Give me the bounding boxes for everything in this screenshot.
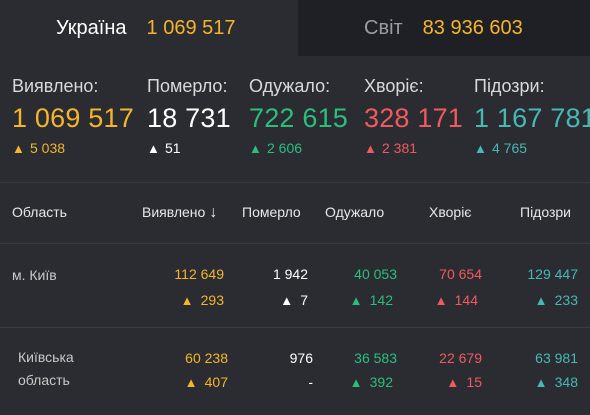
stat-recovered: Одужало: 722 615 ▲ 2 606: [249, 76, 348, 156]
row-detected-delta-value: 407: [204, 374, 228, 390]
arrow-up-icon: ▲: [434, 292, 448, 308]
summary-stats: Виявлено: 1 069 517 ▲ 5 038 Померло: 18 7…: [0, 76, 590, 166]
stat-suspected-delta: ▲ 4 765: [474, 140, 590, 156]
col-header-suspected[interactable]: Підозри: [520, 204, 571, 220]
stat-suspected-delta-value: 4 765: [492, 140, 528, 156]
col-header-detected[interactable]: Виявлено ↓: [142, 204, 217, 222]
row-sick-delta-value: 15: [466, 374, 482, 390]
row-recovered: 40 053: [354, 266, 397, 282]
row-died: 1 942: [272, 266, 308, 282]
stat-suspected-label: Підозри:: [474, 76, 545, 96]
stat-sick-delta-value: 2 381: [382, 140, 418, 156]
row-suspected-delta-value: 233: [554, 292, 578, 308]
row-sick-delta: ▲ 15: [446, 374, 482, 390]
row-died-delta-value: 7: [300, 292, 308, 308]
row-suspected-delta: ▲ 233: [535, 292, 578, 308]
row-region: м. Київ: [12, 267, 57, 283]
row-detected-delta-value: 293: [200, 292, 224, 308]
stat-sick-delta: ▲ 2 381: [364, 140, 463, 156]
tab-ukraine-label: Україна: [56, 16, 127, 39]
row-sick: 22 679: [439, 350, 482, 366]
arrow-up-icon: ▲: [446, 374, 460, 390]
sort-down-icon: ↓: [209, 204, 218, 221]
stat-detected-delta: ▲ 5 038: [12, 140, 134, 156]
row-sick-delta-value: 144: [454, 292, 478, 308]
arrow-up-icon: ▲: [249, 140, 262, 156]
arrow-up-icon: ▲: [534, 374, 548, 390]
col-header-detected-label: Виявлено: [142, 204, 206, 220]
tab-ukraine-value: 1 069 517: [146, 16, 236, 39]
tab-ukraine[interactable]: Україна 1 069 517: [0, 0, 298, 56]
stat-sick-label: Хворіє:: [364, 76, 424, 96]
stat-died-value: 18 731: [147, 103, 231, 133]
arrow-up-icon: ▲: [349, 374, 363, 390]
table-row[interactable]: Київська область 60 238 ▲ 407 976 - 36 58…: [0, 348, 590, 408]
row-detected: 112 649: [174, 266, 224, 282]
stat-recovered-value: 722 615: [249, 103, 348, 133]
row-recovered-delta-value: 142: [369, 292, 393, 308]
col-header-recovered[interactable]: Одужало: [325, 204, 385, 220]
arrow-up-icon: ▲: [12, 140, 25, 156]
arrow-up-icon: ▲: [184, 374, 198, 390]
tab-world[interactable]: Світ 83 936 603: [298, 0, 590, 56]
row-sick: 70 654: [439, 266, 482, 282]
divider: [0, 182, 590, 183]
row-suspected-delta-value: 348: [554, 374, 578, 390]
row-died-delta: ▲ 7: [280, 292, 308, 308]
col-header-died[interactable]: Померло: [242, 204, 301, 220]
arrow-up-icon: ▲: [147, 140, 160, 156]
divider: [0, 243, 590, 244]
arrow-up-icon: ▲: [280, 292, 294, 308]
arrow-up-icon: ▲: [180, 292, 194, 308]
arrow-up-icon: ▲: [349, 292, 363, 308]
row-died: 976: [289, 350, 313, 366]
stat-detected: Виявлено: 1 069 517 ▲ 5 038: [12, 76, 134, 156]
stat-detected-delta-value: 5 038: [30, 140, 66, 156]
country-tabs: Україна 1 069 517 Світ 83 936 603: [0, 0, 590, 56]
stat-died: Померло: 18 731 ▲ 51: [147, 76, 231, 156]
row-detected-delta: ▲ 407: [185, 374, 228, 390]
stat-died-delta: ▲ 51: [147, 140, 231, 156]
row-recovered-delta: ▲ 142: [350, 292, 393, 308]
col-header-region[interactable]: Область: [12, 204, 67, 220]
stat-detected-label: Виявлено:: [12, 76, 99, 96]
stat-died-delta-value: 51: [165, 140, 181, 156]
row-detected-delta: ▲ 293: [181, 292, 224, 308]
tab-world-label: Світ: [364, 16, 403, 39]
stat-detected-value: 1 069 517: [12, 103, 134, 133]
table-header: Область Виявлено ↓ Померло Одужало Хворіє…: [0, 196, 590, 226]
stat-sick: Хворіє: 328 171 ▲ 2 381: [364, 76, 463, 156]
row-region: Київська область: [18, 349, 74, 388]
col-header-sick[interactable]: Хворіє: [429, 204, 472, 220]
stat-recovered-label: Одужало:: [249, 76, 331, 96]
divider: [0, 327, 590, 328]
row-recovered: 36 583: [354, 350, 397, 366]
stat-died-label: Померло:: [147, 76, 228, 96]
tab-world-value: 83 936 603: [422, 16, 523, 39]
arrow-up-icon: ▲: [364, 140, 377, 156]
arrow-up-icon: ▲: [534, 292, 548, 308]
arrow-up-icon: ▲: [474, 140, 487, 156]
stat-suspected-value: 1 167 781: [474, 103, 590, 133]
row-recovered-delta-value: 392: [369, 374, 393, 390]
stat-suspected: Підозри: 1 167 781 ▲ 4 765: [474, 76, 590, 156]
row-suspected: 63 981: [535, 350, 578, 366]
row-died-delta: -: [308, 374, 313, 390]
stat-recovered-delta-value: 2 606: [267, 140, 303, 156]
table-row[interactable]: м. Київ 112 649 ▲ 293 1 942 ▲ 7 40 053 ▲ 14…: [0, 264, 590, 324]
row-suspected: 129 447: [527, 266, 578, 282]
stat-recovered-delta: ▲ 2 606: [249, 140, 348, 156]
row-sick-delta: ▲ 144: [435, 292, 478, 308]
stat-sick-value: 328 171: [364, 103, 463, 133]
row-detected: 60 238: [185, 350, 228, 366]
row-recovered-delta: ▲ 392: [350, 374, 393, 390]
row-suspected-delta: ▲ 348: [535, 374, 578, 390]
